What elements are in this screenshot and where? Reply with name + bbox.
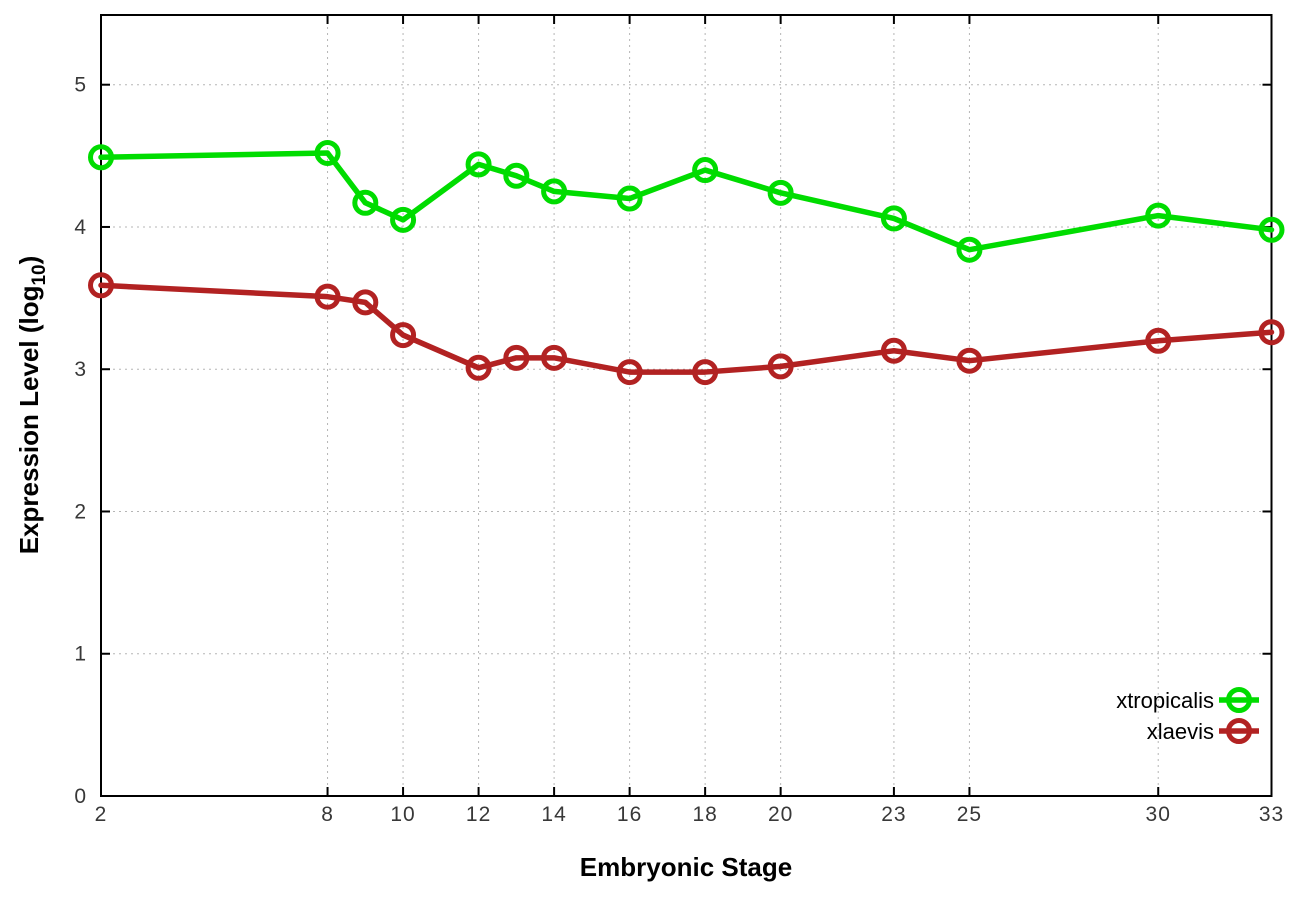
x-tick-label: 16 <box>617 803 642 826</box>
y-tick-label: 0 <box>74 785 87 808</box>
data-point-xtropicalis <box>314 139 341 166</box>
data-point-xlaevis <box>314 283 341 310</box>
data-point-xlaevis <box>880 337 907 364</box>
y-tick-label: 2 <box>74 500 87 523</box>
data-point-xlaevis <box>503 344 530 371</box>
data-point-xtropicalis <box>88 144 114 171</box>
y-axis-title-main: Expression Level (log <box>14 286 44 555</box>
x-axis-title: Embryonic Stage <box>580 852 792 882</box>
legend-row-xtropicalis: xtropicalis <box>1116 687 1259 713</box>
data-point-xlaevis <box>1258 319 1285 346</box>
y-tick-label: 5 <box>74 74 87 97</box>
y-tick-label: 3 <box>74 358 87 381</box>
data-point-xtropicalis <box>541 178 568 205</box>
data-point-xtropicalis <box>767 179 794 206</box>
x-tick-label: 10 <box>390 803 415 826</box>
data-point-xlaevis <box>352 289 379 316</box>
legend-row-xlaevis: xlaevis <box>1147 718 1259 744</box>
data-point-xtropicalis <box>616 185 643 212</box>
data-point-xtropicalis <box>692 157 719 184</box>
data-point-xtropicalis <box>1258 216 1285 243</box>
data-point-xtropicalis <box>956 236 983 263</box>
x-tick-label: 2 <box>95 803 108 826</box>
x-tick-label: 33 <box>1259 803 1284 826</box>
data-point-xtropicalis <box>352 189 379 216</box>
y-axis-title-subscript: 10 <box>29 264 50 285</box>
data-point-xlaevis <box>956 347 983 374</box>
grid-layer <box>100 15 1272 796</box>
data-point-xtropicalis <box>1145 202 1172 229</box>
legend-label-xtropicalis: xtropicalis <box>1116 688 1214 713</box>
series-line-xlaevis <box>98 282 1275 375</box>
y-tick-label: 1 <box>74 643 87 666</box>
data-point-xtropicalis <box>880 205 907 232</box>
series-line-xtropicalis <box>98 150 1275 253</box>
x-tick-label: 30 <box>1146 803 1171 826</box>
data-point-xlaevis <box>390 322 417 349</box>
x-tick-label: 12 <box>466 803 491 826</box>
y-axis-title: Expression Level (log10) <box>14 256 50 555</box>
x-tick-label: 14 <box>541 803 566 826</box>
x-tick-label: 20 <box>768 803 793 826</box>
x-tick-label: 25 <box>957 803 982 826</box>
x-tick-label: 23 <box>881 803 906 826</box>
y-tick-label: 4 <box>74 216 87 239</box>
series-layer <box>88 139 1285 386</box>
data-point-xlaevis <box>1145 327 1172 354</box>
legend-marker-xlaevis <box>1226 718 1252 744</box>
x-tick-label: 8 <box>321 803 334 826</box>
data-point-xtropicalis <box>390 206 417 233</box>
data-point-xlaevis <box>767 353 794 380</box>
legend-marker-xtropicalis <box>1226 687 1252 713</box>
data-point-xlaevis <box>465 354 492 381</box>
x-tick-label: 18 <box>692 803 717 826</box>
legend-label-xlaevis: xlaevis <box>1147 719 1214 744</box>
data-point-xtropicalis <box>503 162 530 189</box>
plot-border <box>100 14 1273 797</box>
data-point-xlaevis <box>88 272 114 299</box>
y-axis-title-close: ) <box>14 256 44 265</box>
data-point-xtropicalis <box>465 151 492 178</box>
data-point-xlaevis <box>541 344 568 371</box>
legend: xtropicalis xlaevis <box>1116 687 1259 744</box>
data-point-xlaevis <box>616 359 643 386</box>
data-point-xlaevis <box>692 359 719 386</box>
